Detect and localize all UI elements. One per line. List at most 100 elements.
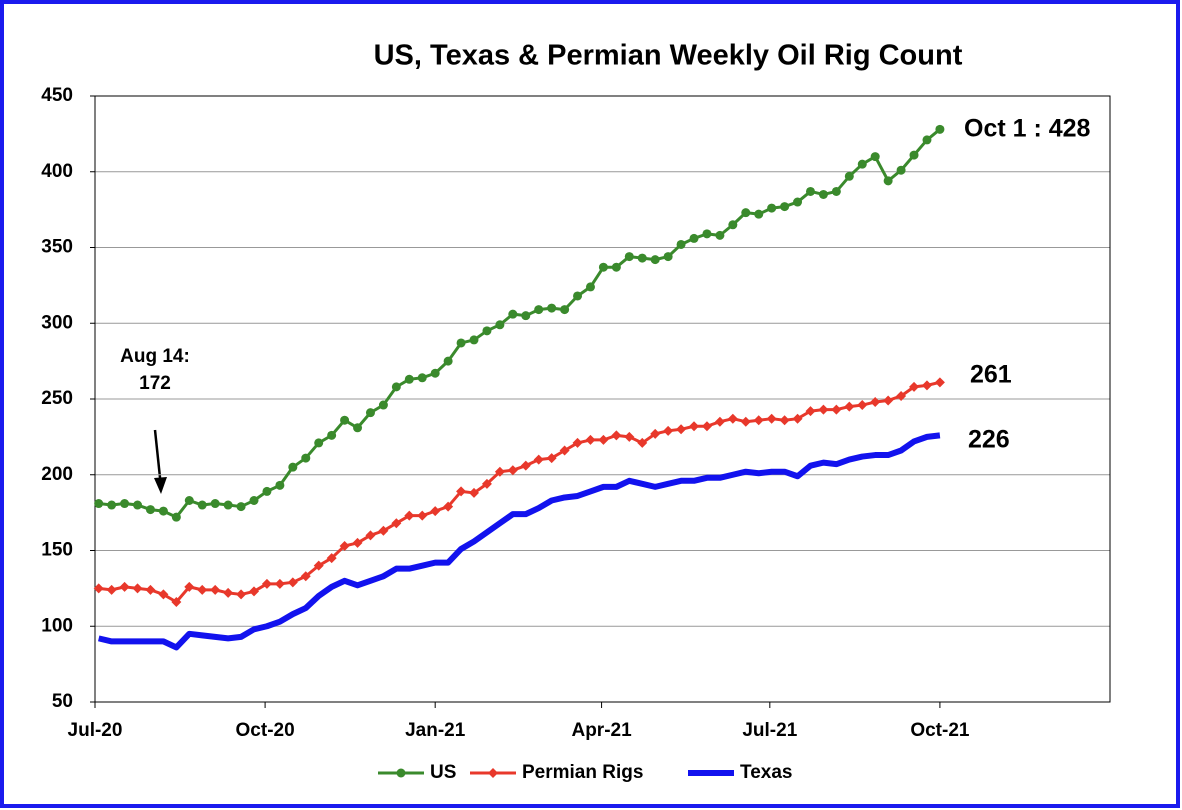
data-point (340, 415, 350, 425)
data-point (223, 500, 233, 510)
plot-area (94, 95, 1111, 703)
data-point (650, 428, 661, 439)
data-point (805, 406, 816, 417)
data-point (94, 499, 104, 509)
data-point (559, 445, 570, 456)
data-point (857, 400, 868, 411)
data-point (106, 584, 117, 595)
data-point (870, 397, 881, 408)
chart-title: US, Texas & Permian Weekly Oil Rig Count (374, 40, 963, 72)
data-point (740, 416, 751, 427)
data-point (521, 311, 531, 321)
y-tick-label: 400 (41, 161, 73, 182)
legend-label: Texas (740, 762, 792, 783)
series-line (98, 432, 941, 651)
annotation-arrow (153, 429, 163, 488)
data-point (818, 189, 828, 199)
data-point (534, 305, 544, 315)
data-point (443, 356, 453, 366)
data-point (171, 597, 182, 608)
data-point (197, 584, 208, 595)
data-point (456, 486, 467, 497)
data-point (353, 423, 363, 433)
y-tick-label: 250 (41, 388, 73, 409)
data-point (417, 510, 428, 521)
data-point (365, 408, 375, 418)
data-point (223, 587, 234, 598)
data-point (236, 502, 246, 512)
data-point (145, 505, 155, 515)
data-point (262, 486, 272, 496)
annotation-arrowhead (154, 477, 167, 494)
data-point (132, 583, 143, 594)
data-point (261, 578, 272, 589)
data-point (637, 437, 648, 448)
data-point (443, 501, 454, 512)
data-point (883, 395, 894, 406)
data-point (508, 309, 518, 319)
data-point (598, 434, 609, 445)
data-point (793, 197, 803, 207)
data-point (701, 421, 712, 432)
data-point (184, 496, 194, 506)
data-point (805, 186, 815, 196)
data-point (507, 465, 518, 476)
data-point (624, 431, 635, 442)
data-point (585, 434, 596, 445)
x-tick-label: Jan-21 (405, 720, 466, 741)
data-point (352, 537, 363, 548)
data-point (741, 208, 751, 218)
data-point (831, 404, 842, 415)
x-tick-label: Jul-21 (742, 720, 797, 741)
data-point (314, 438, 324, 448)
data-point (391, 518, 402, 529)
data-point (573, 291, 583, 301)
annotation: 226 (968, 426, 1010, 454)
data-point (274, 578, 285, 589)
legend-label: US (430, 762, 456, 783)
data-point (365, 530, 376, 541)
data-point (494, 466, 505, 477)
annotation: 261 (970, 361, 1012, 389)
data-point (313, 560, 324, 571)
data-point (909, 150, 919, 160)
data-point (896, 390, 907, 401)
data-point (404, 374, 414, 384)
x-tick-label: Apr-21 (571, 720, 632, 741)
y-tick-label: 50 (52, 691, 73, 712)
data-point (714, 416, 725, 427)
data-point (184, 581, 195, 592)
data-point (120, 499, 130, 509)
data-point (520, 460, 531, 471)
data-point (676, 239, 686, 249)
data-point (921, 380, 932, 391)
data-point (935, 124, 945, 134)
data-point (780, 202, 790, 212)
data-point (547, 303, 557, 313)
data-point (572, 437, 583, 448)
data-point (883, 176, 893, 186)
data-point (598, 262, 608, 272)
x-tick-label: Oct-20 (236, 720, 295, 741)
data-point (171, 512, 181, 522)
data-point (249, 496, 259, 506)
y-tick-label: 150 (41, 540, 73, 561)
data-point (288, 462, 298, 472)
data-point (275, 480, 285, 490)
legend-label: Permian Rigs (522, 762, 643, 783)
data-point (546, 453, 557, 464)
data-point (766, 413, 777, 424)
data-point (533, 454, 544, 465)
data-point (585, 282, 595, 292)
data-point (702, 229, 712, 239)
data-point (922, 135, 932, 145)
data-point (326, 553, 337, 564)
data-point (404, 510, 415, 521)
data-point (831, 186, 841, 196)
data-point (663, 425, 674, 436)
data-point (145, 584, 156, 595)
data-point (481, 478, 492, 489)
data-point (844, 171, 854, 181)
data-point (301, 453, 311, 463)
